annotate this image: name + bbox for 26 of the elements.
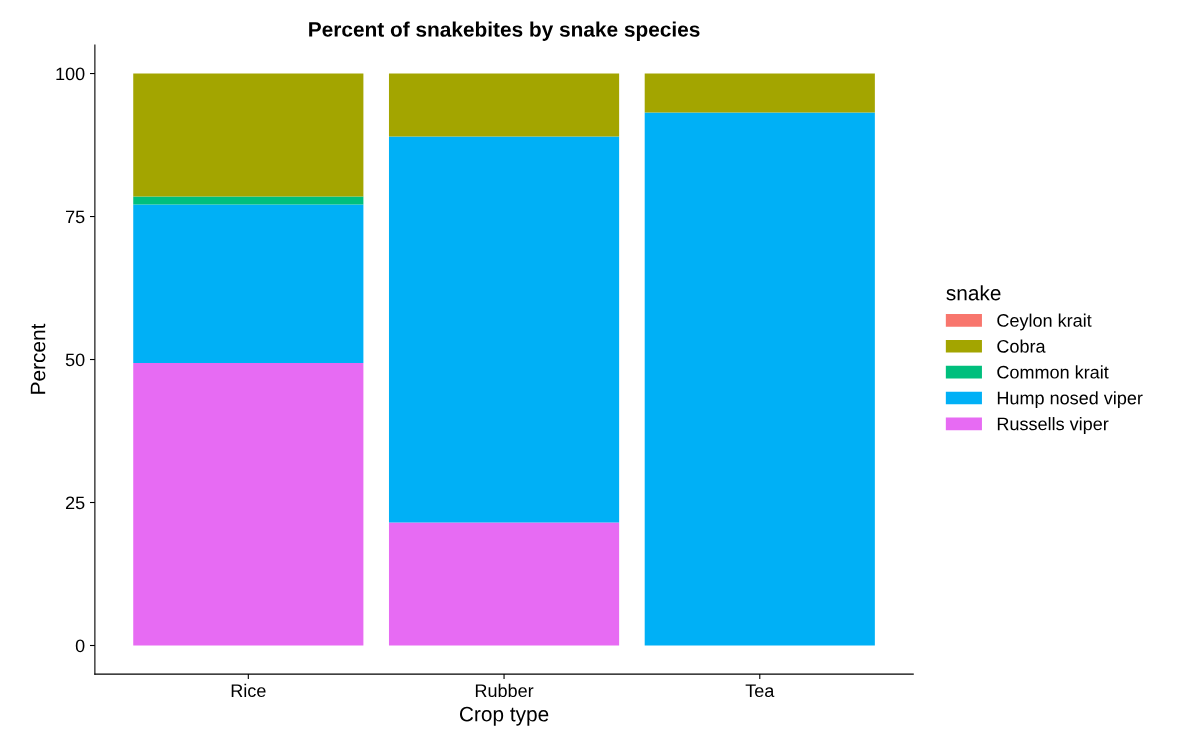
x-tick-label: Rubber (475, 683, 534, 698)
bar (133, 73, 364, 197)
bar (388, 73, 620, 137)
bar (133, 204, 364, 363)
bar (644, 73, 875, 113)
bar (644, 112, 875, 646)
y-axis-title: Percent (30, 323, 46, 394)
bar (388, 136, 620, 523)
y-tick-label: 100 (56, 67, 85, 81)
x-tick-label: Tea (745, 684, 775, 698)
bar (133, 196, 364, 205)
legend-title: snake (946, 285, 1001, 301)
y-tick-label: 50 (65, 353, 85, 367)
legend-label: Russells viper (997, 417, 1109, 434)
y-tick-label: 0 (75, 639, 85, 653)
y-tick-label: 75 (66, 210, 85, 224)
legend-label: Cobra (997, 339, 1046, 353)
y-tick-label: 25 (65, 496, 85, 510)
x-tick-label: Rice (231, 683, 266, 698)
legend-label: Common krait (997, 365, 1109, 379)
legend-label: Ceylon krait (997, 313, 1092, 331)
bar (133, 362, 364, 646)
x-axis-title: Crop type (459, 706, 549, 726)
bar (388, 522, 620, 646)
legend-label: Hump nosed viper (997, 391, 1143, 409)
chart-title: Percent of snakebites by snake species (309, 21, 700, 41)
